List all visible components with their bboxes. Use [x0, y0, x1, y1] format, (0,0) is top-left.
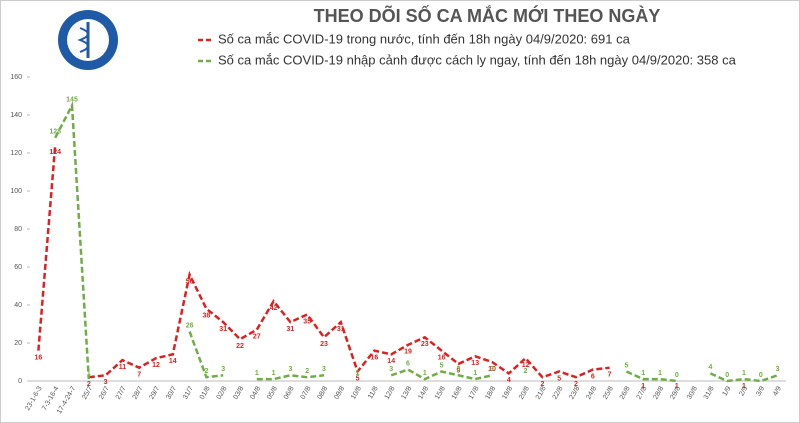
data-label: 3 [490, 366, 494, 373]
data-label: 1 [742, 370, 746, 377]
data-label: 23 [421, 341, 429, 348]
y-tick-label: 40 [14, 302, 22, 309]
data-label: 13 [471, 360, 479, 367]
y-tick-label: 60 [14, 264, 22, 271]
y-tick-label: 160 [10, 74, 22, 81]
data-label: 4 [708, 364, 712, 371]
data-label: 1 [675, 383, 679, 390]
data-label: 0 [725, 372, 729, 379]
x-tick-label: 1/9 [722, 385, 733, 397]
chart-title: THEO DÕI SỐ CA MẮC MỚI THEO NGÀY [314, 5, 661, 26]
data-label: 16 [371, 354, 379, 361]
data-label: 19 [404, 349, 412, 356]
data-label: 1 [255, 370, 259, 377]
data-label: 10 [488, 366, 496, 373]
data-label: 26 [186, 322, 194, 329]
data-label: 1 [641, 383, 645, 390]
data-label: 16 [35, 354, 43, 361]
series-line [54, 100, 779, 383]
x-tick-label: 2/9 [738, 385, 749, 397]
data-label: 9 [456, 368, 460, 375]
data-label: 3 [221, 366, 225, 373]
data-label: 2 [574, 381, 578, 388]
y-tick-label: 20 [14, 340, 22, 347]
data-label: 38 [203, 313, 211, 320]
data-label: 1 [272, 370, 276, 377]
data-label: 7 [137, 372, 141, 379]
data-label: 0 [759, 372, 763, 379]
data-label: 6 [406, 360, 410, 367]
data-label: 3 [456, 366, 460, 373]
data-label: 5 [624, 362, 628, 369]
data-label: 4 [507, 377, 511, 384]
data-label: 2 [305, 368, 309, 375]
x-tick-label: 4/9 [772, 385, 783, 397]
data-label: 1 [658, 370, 662, 377]
data-label: 2 [540, 381, 544, 388]
data-label: 14 [169, 358, 177, 365]
data-label: 145 [66, 96, 78, 103]
data-label: 6 [591, 373, 595, 380]
data-label: 7 [608, 372, 612, 379]
data-label: 31 [287, 326, 295, 333]
data-label: 31 [219, 326, 227, 333]
data-label: 11 [119, 364, 127, 371]
data-label: 124 [49, 149, 61, 156]
data-label: 3 [104, 379, 108, 386]
data-label: 31 [337, 326, 345, 333]
y-tick-label: 100 [10, 188, 22, 195]
data-label: 2 [524, 368, 528, 375]
legend-label: Số ca mắc COVID-19 nhập cảnh được cách l… [218, 52, 737, 67]
data-label: 14 [387, 358, 395, 365]
data-label: 2 [87, 381, 91, 388]
data-label: 22 [236, 343, 244, 350]
y-tick-label: 120 [10, 150, 22, 157]
data-label: 0 [675, 372, 679, 379]
data-label: 16 [438, 354, 446, 361]
data-label: 56 [186, 278, 194, 285]
logo [58, 10, 118, 70]
y-tick-label: 0 [18, 378, 22, 385]
y-tick-label: 80 [14, 226, 22, 233]
y-tick-label: 140 [10, 112, 22, 119]
data-label: 1 [356, 370, 360, 377]
data-label: 3 [288, 366, 292, 373]
data-label: 5 [557, 375, 561, 382]
data-label: 42 [270, 305, 278, 312]
data-label: 3 [389, 366, 393, 373]
data-label: 2 [204, 368, 208, 375]
data-label: 5 [440, 362, 444, 369]
data-label: 5 [356, 375, 360, 382]
data-label: 3 [776, 366, 780, 373]
data-label: 1 [423, 370, 427, 377]
data-label: 1 [87, 370, 91, 377]
data-label: 1 [641, 370, 645, 377]
data-label: 3 [322, 366, 326, 373]
data-label: 23 [320, 341, 328, 348]
legend-label: Số ca mắc COVID-19 trong nước, tính đến … [218, 31, 631, 46]
data-label: 12 [522, 362, 530, 369]
data-label: 128 [49, 129, 61, 136]
x-tick-label: 3/9 [755, 385, 766, 397]
data-label: 27 [253, 334, 261, 341]
data-label: 12 [152, 362, 160, 369]
data-label: 1 [473, 370, 477, 377]
data-label: 35 [303, 318, 311, 325]
data-label: 1 [742, 383, 746, 390]
